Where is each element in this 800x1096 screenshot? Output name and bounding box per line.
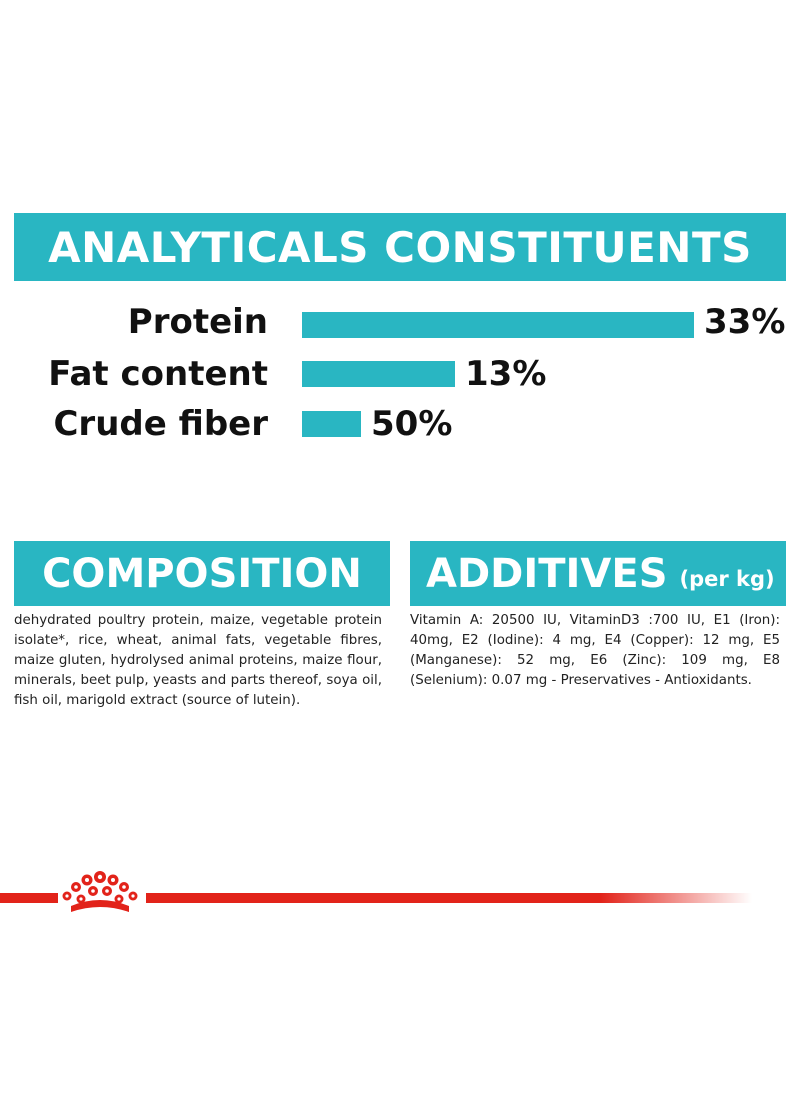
fat-content-value: 13% bbox=[465, 354, 547, 394]
analytics-banner: ANALYTICALS CONSTITUENTS bbox=[14, 213, 786, 281]
additives-text: Vitamin A: 20500 IU, VitaminD3 :700 IU, … bbox=[410, 613, 780, 688]
protein-label: Protein bbox=[127, 302, 268, 342]
protein-bar bbox=[302, 312, 694, 338]
footer-line-right bbox=[146, 893, 752, 903]
composition-text: dehydrated poultry protein, maize, veget… bbox=[14, 613, 382, 708]
additives-title: ADDITIVES bbox=[426, 550, 668, 597]
crude-fiber-value: 50% bbox=[371, 404, 453, 444]
crude-fiber-label: Crude fiber bbox=[53, 404, 268, 444]
analytics-title: ANALYTICALS CONSTITUENTS bbox=[48, 222, 752, 272]
protein-value: 33% bbox=[704, 302, 786, 342]
composition-title: COMPOSITION bbox=[42, 550, 362, 597]
composition-banner: COMPOSITION bbox=[14, 541, 390, 606]
fat-content-bar bbox=[302, 361, 455, 387]
fat-content-label: Fat content bbox=[48, 354, 268, 394]
crown-icon bbox=[62, 871, 138, 912]
crude-fiber-bar bbox=[302, 411, 361, 437]
additives-subtitle: (per kg) bbox=[679, 566, 775, 591]
footer-line-left bbox=[0, 893, 58, 903]
additives-banner: ADDITIVES (per kg) bbox=[410, 541, 786, 606]
